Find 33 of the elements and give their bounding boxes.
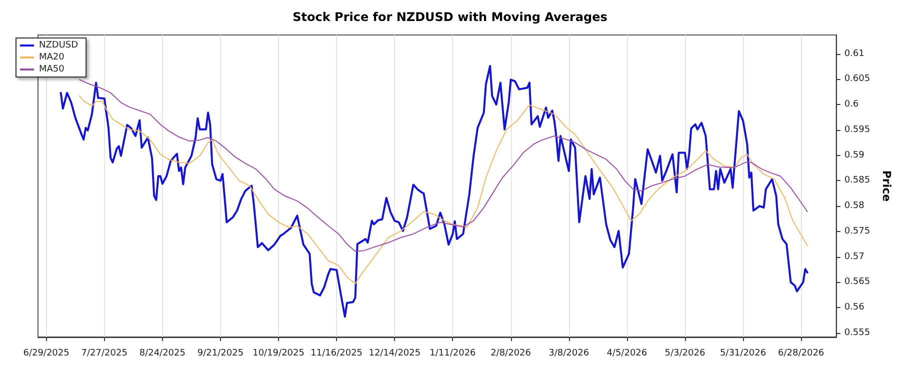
x-tick-label: 1/11/2026 bbox=[430, 348, 476, 358]
chart-title: Stock Price for NZDUSD with Moving Averages bbox=[292, 10, 608, 24]
x-tick-label: 2/8/2026 bbox=[490, 348, 532, 358]
line-series bbox=[78, 79, 808, 252]
x-tick-label: 7/27/2025 bbox=[81, 348, 128, 358]
y-tick-label: 0.61 bbox=[844, 48, 864, 59]
y-tick-label: 0.605 bbox=[844, 74, 870, 84]
y-tick-label: 0.58 bbox=[844, 201, 865, 212]
x-tick-label: 12/14/2025 bbox=[368, 348, 421, 358]
x-tick-label: 6/28/2026 bbox=[778, 348, 824, 358]
y-axis-title: Price bbox=[880, 170, 893, 202]
x-tick-label: 10/19/2025 bbox=[252, 348, 304, 358]
y-tick-label: 0.6 bbox=[844, 100, 859, 110]
y-tick-label: 0.585 bbox=[844, 176, 870, 186]
legend-label: MA50 bbox=[39, 64, 65, 74]
y-tick-label: 0.575 bbox=[844, 226, 870, 236]
x-tick-label: 4/5/2026 bbox=[606, 348, 648, 358]
y-tick-label: 0.59 bbox=[844, 150, 865, 160]
x-tick-label: 3/8/2026 bbox=[548, 348, 590, 358]
x-tick-label: 11/16/2025 bbox=[310, 348, 363, 358]
line-series bbox=[78, 95, 808, 284]
legend-label: NZDUSD bbox=[39, 40, 78, 50]
x-tick-label: 5/31/2026 bbox=[720, 348, 766, 358]
y-tick-label: 0.565 bbox=[844, 277, 870, 288]
y-tick-label: 0.555 bbox=[844, 328, 870, 338]
x-tick-label: 6/29/2025 bbox=[23, 348, 70, 358]
x-tick-label: 5/3/2026 bbox=[664, 348, 706, 358]
y-tick-label: 0.56 bbox=[844, 302, 865, 313]
legend-label: MA20 bbox=[39, 52, 65, 62]
x-tick-label: 8/24/2025 bbox=[139, 348, 186, 358]
y-tick-label: 0.595 bbox=[844, 124, 870, 135]
x-tick-label: 9/21/2025 bbox=[197, 348, 244, 358]
y-tick-label: 0.57 bbox=[844, 252, 864, 262]
